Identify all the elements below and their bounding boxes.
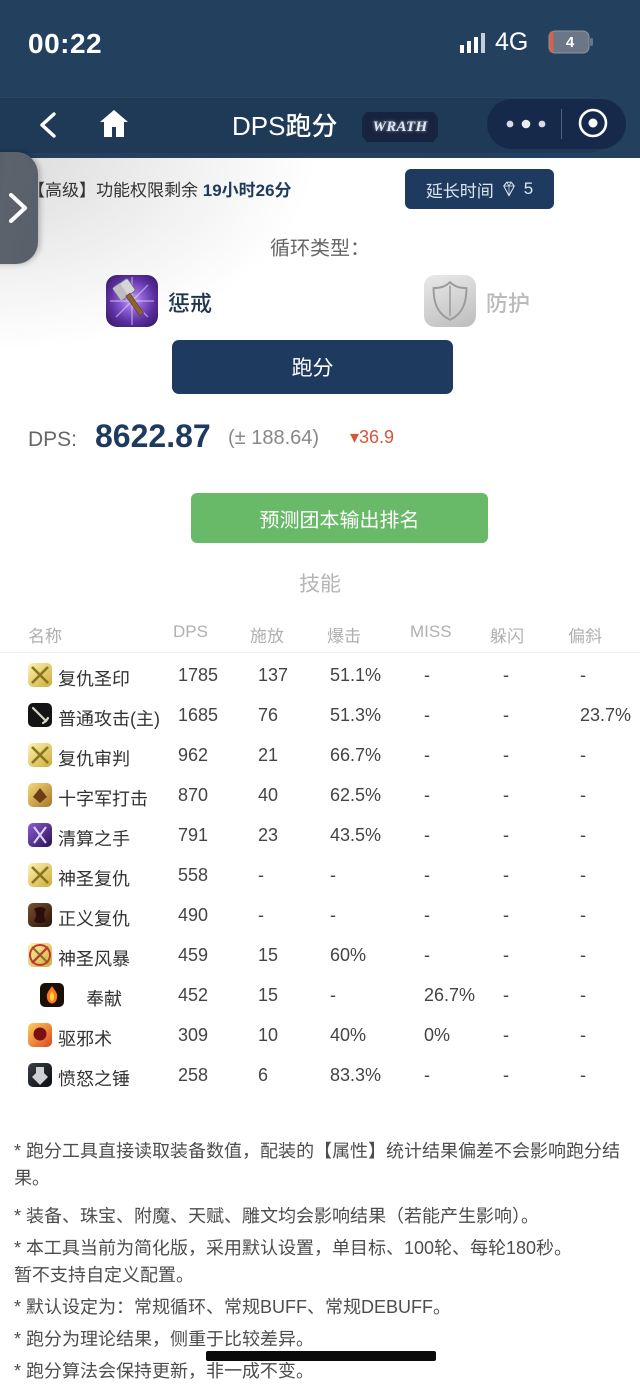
svg-text:4: 4 bbox=[566, 34, 575, 51]
